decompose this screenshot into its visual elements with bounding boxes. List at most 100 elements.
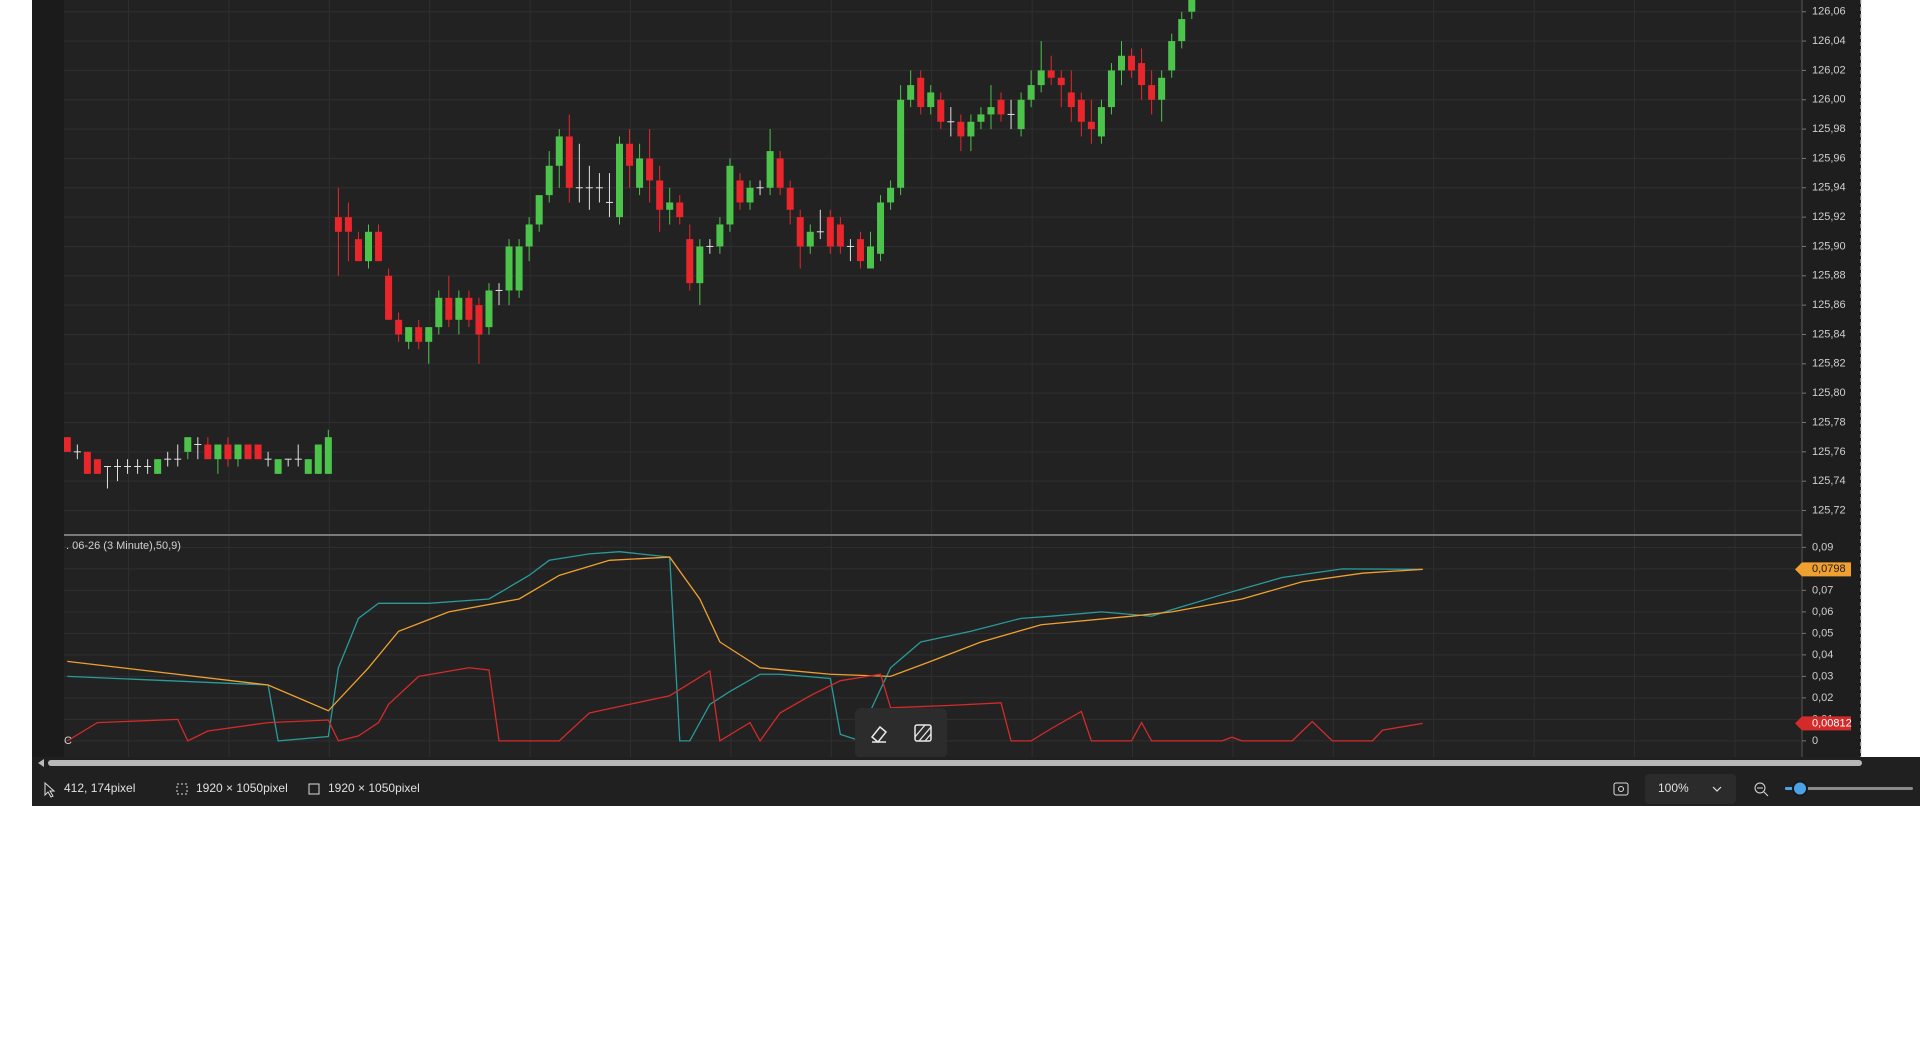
- candle-body: [776, 158, 784, 188]
- candle-body: [987, 107, 995, 115]
- selection-size: 1920 × 1050pixel: [196, 781, 288, 795]
- zoom-slider-track[interactable]: [1785, 787, 1913, 790]
- y-tick-label: 125,82: [1812, 358, 1846, 370]
- y-tick-label: 125,76: [1812, 446, 1846, 458]
- candle-body: [475, 305, 483, 335]
- candle-body: [344, 217, 352, 232]
- candle-body: [425, 327, 433, 342]
- candle-body: [385, 275, 393, 320]
- zoom-out-button[interactable]: [1754, 782, 1769, 797]
- candle-body: [244, 444, 252, 460]
- selection-icon: [176, 783, 188, 795]
- button-area[interactable]: [907, 717, 939, 749]
- annotation: C: [64, 735, 72, 747]
- candle-body: [415, 327, 423, 342]
- price-badge-label: 0,0798: [1812, 563, 1846, 575]
- candle-body: [867, 246, 874, 269]
- candle-body: [1138, 63, 1146, 86]
- candle-body: [83, 451, 91, 474]
- zoom-out-icon-parts: [1757, 787, 1769, 797]
- candle-body: [505, 246, 513, 291]
- blur-button[interactable]: [907, 717, 939, 749]
- zoom-dropdown[interactable]: [1645, 774, 1736, 804]
- y-tick-label: 125,92: [1812, 211, 1846, 223]
- candle-body: [796, 217, 804, 247]
- fit-button[interactable]: [1613, 782, 1629, 796]
- y-tick-label: 0,07: [1812, 584, 1833, 596]
- scroll-left-arrow[interactable]: [38, 759, 44, 767]
- y-tick-label: 125,98: [1812, 123, 1846, 135]
- candle-body: [957, 121, 965, 137]
- indicator-line: [66, 667, 1423, 743]
- candle-body: [656, 180, 664, 210]
- candle-body: [927, 92, 935, 108]
- y-tick-label: 125,94: [1812, 182, 1846, 194]
- price-pane: [64, 0, 1802, 534]
- eraser-button[interactable]: [863, 717, 895, 749]
- zoom-out-icon[interactable]: [1754, 782, 1766, 794]
- candle-body: [676, 202, 684, 218]
- candle-body: [1128, 55, 1136, 71]
- candle-body: [967, 121, 975, 137]
- candle-body: [1017, 99, 1025, 130]
- dropdown-chevron: [1712, 786, 1722, 792]
- image-size: 1920 × 1050pixel: [328, 781, 420, 795]
- candle-body: [485, 290, 493, 328]
- candle-body: [1047, 70, 1055, 78]
- y-tick-label: 0,03: [1812, 670, 1833, 682]
- y-tick-label: 0,06: [1812, 606, 1833, 618]
- candle-body: [636, 158, 644, 188]
- y-tick-label: 126,04: [1812, 35, 1846, 47]
- candle-body: [1188, 0, 1196, 12]
- y-tick-label: 125,78: [1812, 416, 1846, 428]
- zoom-level: 100%: [1658, 781, 1689, 795]
- candle-body: [465, 297, 473, 320]
- candle-body: [856, 239, 864, 262]
- candle-body: [1168, 41, 1176, 71]
- y-tick-label: 0,04: [1812, 649, 1833, 661]
- candle-body: [455, 297, 463, 320]
- candle-body: [977, 114, 985, 122]
- candle-body: [646, 158, 654, 181]
- y-tick-label: 125,86: [1812, 299, 1846, 311]
- button-area[interactable]: [863, 717, 895, 749]
- fit-icon[interactable]: [1613, 782, 1629, 796]
- candle-body: [1027, 85, 1035, 100]
- candle-body: [836, 224, 844, 247]
- candle-body: [224, 444, 232, 460]
- price-badge: [1795, 562, 1851, 577]
- y-tick-label: 125,80: [1812, 387, 1846, 399]
- candle-body: [1037, 70, 1045, 86]
- scrollbar-thumb[interactable]: [48, 760, 1862, 766]
- status-bar: [32, 769, 1920, 806]
- candle-body: [535, 195, 543, 225]
- candle-body: [314, 444, 322, 474]
- candle-body: [365, 231, 372, 262]
- candle-body: [1148, 85, 1156, 100]
- candle-body: [1077, 99, 1085, 122]
- price-badge: [1795, 716, 1851, 731]
- candle-body: [1097, 107, 1105, 137]
- floating-toolbar: [855, 708, 947, 758]
- zoom-slider-knob[interactable]: [1792, 780, 1808, 797]
- candle-body: [375, 231, 383, 262]
- candle-body: [64, 437, 71, 452]
- candle-body: [917, 77, 925, 108]
- indicator-line: [67, 556, 1423, 712]
- y-tick-label: 126,06: [1812, 6, 1846, 18]
- candle-body: [184, 437, 192, 452]
- candle-body: [716, 224, 724, 247]
- eraser-icon: [870, 725, 888, 744]
- y-tick-label: 125,88: [1812, 270, 1846, 282]
- price-axis-area: [1802, 0, 1861, 757]
- candle-body: [1057, 77, 1065, 86]
- image-size-icon: [308, 783, 320, 795]
- candle-body: [877, 202, 885, 254]
- candle-body: [786, 187, 794, 210]
- cursor-icon: [44, 781, 56, 798]
- y-tick-label: 126,02: [1812, 64, 1846, 76]
- candle-body: [887, 187, 895, 203]
- candle-body: [254, 444, 262, 460]
- candle-body: [766, 151, 774, 188]
- candle-body: [1067, 92, 1075, 108]
